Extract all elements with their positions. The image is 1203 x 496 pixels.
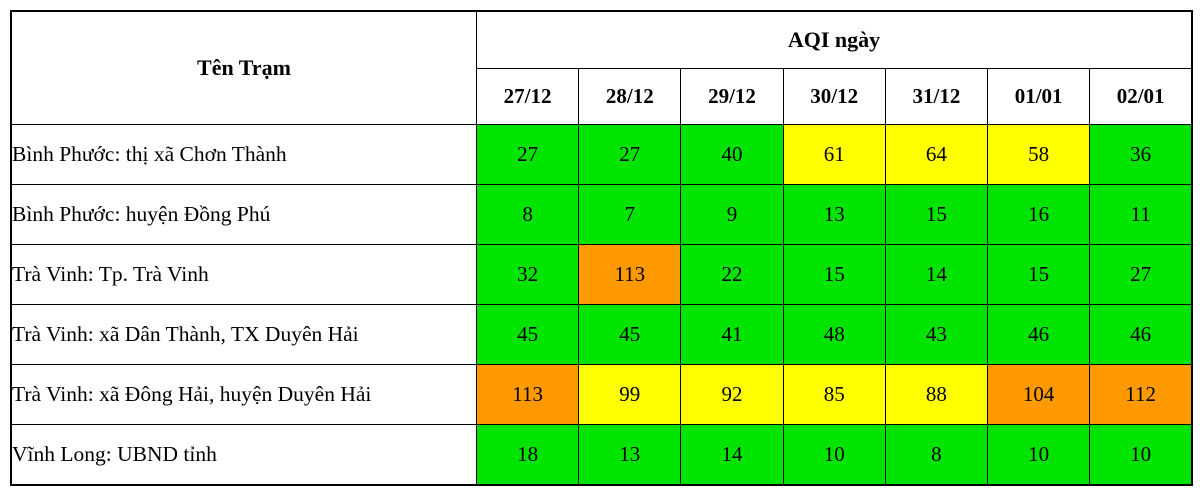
aqi-table-body: Bình Phước: thị xã Chơn Thành 27 27 40 61 64 5…	[10, 123, 1193, 486]
date-header: 30/12	[782, 67, 886, 125]
aqi-value-cell: 40	[680, 123, 784, 185]
aqi-table: Tên Trạm AQI ngày 27/12 28/12 29/12 30/1…	[10, 10, 1193, 486]
aqi-value-cell: 9	[680, 183, 784, 245]
aqi-value-cell: 8	[884, 424, 989, 486]
aqi-value-cell: 13	[578, 424, 682, 486]
station-row: Bình Phước: huyện Đồng Phú 8 7 9 13 15 16 11	[10, 183, 1193, 245]
aqi-value-cell: 14	[884, 243, 989, 305]
station-row: Trà Vinh: xã Đông Hải, huyện Duyên Hải 11…	[10, 364, 1193, 426]
aqi-value-cell: 10	[987, 424, 1091, 486]
aqi-value-cell: 88	[884, 364, 989, 426]
station-name: Bình Phước: thị xã Chơn Thành	[10, 123, 477, 185]
station-row: Bình Phước: thị xã Chơn Thành 27 27 40 61 64 5…	[10, 123, 1193, 185]
aqi-value-cell: 41	[680, 303, 784, 366]
aqi-value-cell: 27	[475, 123, 580, 185]
aqi-table-header: Tên Trạm AQI ngày 27/12 28/12 29/12 30/1…	[10, 10, 1193, 125]
aqi-value-cell: 11	[1089, 183, 1193, 245]
station-row: Trà Vinh: Tp. Trà Vinh 32 113 22 15 14 15 27	[10, 243, 1193, 305]
aqi-value-cell: 45	[578, 303, 682, 366]
aqi-value-cell: 104	[987, 364, 1091, 426]
aqi-value-cell: 45	[475, 303, 580, 366]
aqi-value-cell: 85	[782, 364, 886, 426]
date-header: 28/12	[578, 67, 682, 125]
aqi-value-cell: 15	[987, 243, 1091, 305]
aqi-value-cell: 113	[578, 243, 682, 305]
aqi-value-cell: 15	[782, 243, 886, 305]
date-header: 02/01	[1089, 67, 1193, 125]
aqi-value-cell: 61	[782, 123, 886, 185]
aqi-value-cell: 46	[987, 303, 1091, 366]
date-header: 31/12	[884, 67, 989, 125]
aqi-value-cell: 13	[782, 183, 886, 245]
aqi-value-cell: 48	[782, 303, 886, 366]
station-name: Bình Phước: huyện Đồng Phú	[10, 183, 477, 245]
station-row: Trà Vinh: xã Dân Thành, TX Duyên Hải 45 45…	[10, 303, 1193, 366]
aqi-value-cell: 10	[782, 424, 886, 486]
aqi-value-cell: 32	[475, 243, 580, 305]
station-name: Trà Vinh: xã Đông Hải, huyện Duyên Hải	[10, 364, 477, 426]
station-name: Vĩnh Long: UBND tỉnh	[10, 424, 477, 486]
aqi-value-cell: 113	[475, 364, 580, 426]
aqi-value-cell: 58	[987, 123, 1091, 185]
aqi-value-cell: 22	[680, 243, 784, 305]
aqi-value-cell: 46	[1089, 303, 1193, 366]
aqi-value-cell: 64	[884, 123, 989, 185]
aqi-value-cell: 112	[1089, 364, 1193, 426]
station-row: Vĩnh Long: UBND tỉnh 18 13 14 10 8 10 10	[10, 424, 1193, 486]
date-header: 27/12	[475, 67, 580, 125]
aqi-value-cell: 36	[1089, 123, 1193, 185]
aqi-value-cell: 7	[578, 183, 682, 245]
aqi-value-cell: 43	[884, 303, 989, 366]
date-header: 29/12	[680, 67, 784, 125]
aqi-value-cell: 16	[987, 183, 1091, 245]
group-header-row: Tên Trạm AQI ngày	[10, 10, 1193, 125]
aqi-value-cell: 99	[578, 364, 682, 426]
station-column-header: Tên Trạm	[10, 10, 477, 125]
aqi-value-cell: 8	[475, 183, 580, 245]
date-header-row: 27/12 28/12 29/12 30/12 31/12 01/01 02/0…	[11, 67, 1193, 125]
aqi-value-cell: 27	[1089, 243, 1193, 305]
aqi-value-cell: 92	[680, 364, 784, 426]
date-header: 01/01	[987, 67, 1091, 125]
station-name: Trà Vinh: Tp. Trà Vinh	[10, 243, 477, 305]
aqi-value-cell: 27	[578, 123, 682, 185]
aqi-value-cell: 15	[884, 183, 989, 245]
station-name: Trà Vinh: xã Dân Thành, TX Duyên Hải	[10, 303, 477, 366]
aqi-value-cell: 10	[1089, 424, 1193, 486]
aqi-group-header: AQI ngày	[476, 10, 1193, 69]
aqi-value-cell: 14	[680, 424, 784, 486]
aqi-value-cell: 18	[475, 424, 580, 486]
